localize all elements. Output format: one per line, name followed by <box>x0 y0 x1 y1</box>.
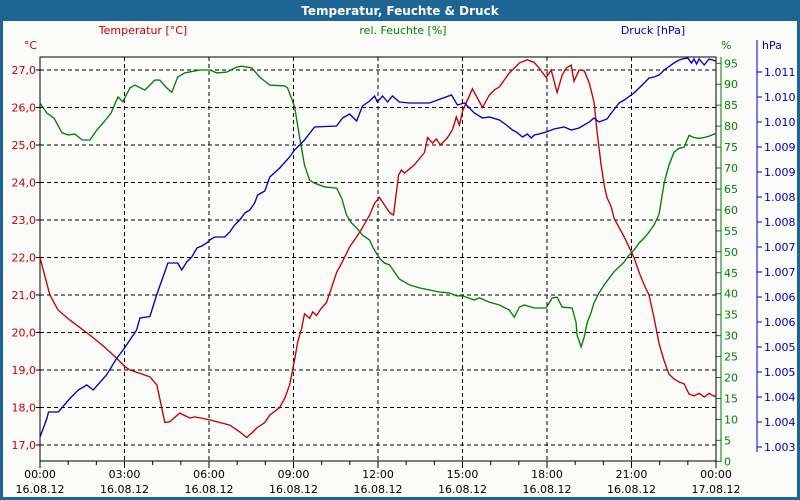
x-axis-time-label: 00:00 <box>24 468 56 481</box>
humidity-axis-label: 5 <box>724 434 731 447</box>
pressure-axis-label: 1.008 <box>764 216 796 229</box>
humidity-axis-label: 25 <box>724 351 738 364</box>
x-axis-date-label: 17.08.12 <box>692 483 741 496</box>
humidity-axis-label: 95 <box>724 57 738 70</box>
x-axis-date-label: 16.08.12 <box>185 483 234 496</box>
temp-axis-unit: °C <box>24 39 38 52</box>
humidity-axis-label: 15 <box>724 392 738 405</box>
humidity-axis-label: 35 <box>724 309 738 322</box>
temp-axis-label: 21,0 <box>12 289 37 302</box>
pressure-axis-label: 1.007 <box>764 266 796 279</box>
x-axis-time-label: 15:00 <box>447 468 479 481</box>
humidity-axis-label: 55 <box>724 225 738 238</box>
pressure-axis-unit: hPa <box>762 39 782 52</box>
series-feuchte-line <box>39 65 717 350</box>
x-axis-time-label: 21:00 <box>616 468 648 481</box>
humidity-axis-label: 80 <box>724 120 738 133</box>
x-axis-time-label: 03:00 <box>109 468 141 481</box>
pressure-axis-label: 1.006 <box>764 316 796 329</box>
x-axis-date-label: 16.08.12 <box>16 483 65 496</box>
pressure-axis-label: 1.007 <box>764 241 796 254</box>
series-temperatur-line <box>39 59 717 439</box>
legend-temperatur: Temperatur [°C] <box>98 24 188 37</box>
temp-axis-label: 20,0 <box>12 327 37 340</box>
pressure-axis-label: 1.010 <box>764 116 796 129</box>
pressure-axis-label: 1.010 <box>764 91 796 104</box>
x-axis-date-label: 16.08.12 <box>269 483 318 496</box>
pressure-axis-label: 1.004 <box>764 416 796 429</box>
x-axis-date-label: 16.08.12 <box>607 483 656 496</box>
pressure-axis-label: 1.006 <box>764 291 796 304</box>
window-title: Temperatur, Feuchte & Druck <box>301 4 499 18</box>
humidity-axis-label: 70 <box>724 162 738 175</box>
humidity-axis-unit: % <box>721 39 731 52</box>
x-axis-date-label: 16.08.12 <box>523 483 572 496</box>
x-axis-date-label: 16.08.12 <box>438 483 487 496</box>
x-axis-time-label: 12:00 <box>362 468 394 481</box>
pressure-axis-label: 1.005 <box>764 341 796 354</box>
humidity-axis-label: 60 <box>724 204 738 217</box>
humidity-axis-label: 45 <box>724 267 738 280</box>
x-axis-time-label: 09:00 <box>278 468 310 481</box>
title-bar: Temperatur, Feuchte & Druck <box>3 3 797 21</box>
pressure-axis-label: 1.003 <box>764 441 796 454</box>
humidity-axis-label: 20 <box>724 372 738 385</box>
humidity-axis-label: 65 <box>724 183 738 196</box>
temp-axis-label: 23,0 <box>12 214 37 227</box>
humidity-axis-label: 50 <box>724 246 738 259</box>
x-axis-time-label: 00:00 <box>700 468 732 481</box>
temp-axis-label: 26,0 <box>12 102 37 115</box>
temp-axis-label: 27,0 <box>12 64 37 77</box>
x-axis-time-label: 06:00 <box>193 468 225 481</box>
series-druck-line <box>39 57 717 438</box>
humidity-axis-label: 40 <box>724 288 738 301</box>
humidity-axis-label: 10 <box>724 413 738 426</box>
temp-axis-label: 25,0 <box>12 139 37 152</box>
pressure-axis-label: 1.009 <box>764 166 796 179</box>
legend-druck: Druck [hPa] <box>620 24 686 37</box>
pressure-axis-label: 1.008 <box>764 191 796 204</box>
humidity-axis-label: 0 <box>724 455 731 468</box>
temp-axis-label: 22,0 <box>12 252 37 265</box>
temp-axis-label: 24,0 <box>12 177 37 190</box>
legend-rel-feuchte: rel. Feuchte [%] <box>359 24 447 37</box>
pressure-axis-label: 1.004 <box>764 391 796 404</box>
humidity-axis-label: 30 <box>724 330 738 343</box>
humidity-axis-label: 85 <box>724 99 738 112</box>
pressure-axis-label: 1.005 <box>764 366 796 379</box>
temp-axis-label: 17,0 <box>12 439 37 452</box>
humidity-axis-label: 90 <box>724 78 738 91</box>
temp-axis-label: 19,0 <box>12 364 37 377</box>
pressure-axis-label: 1.009 <box>764 141 796 154</box>
pressure-axis-label: 1.011 <box>764 66 796 79</box>
temp-axis-label: 18,0 <box>12 402 37 415</box>
x-axis-date-label: 16.08.12 <box>354 483 403 496</box>
x-axis-time-label: 18:00 <box>531 468 563 481</box>
x-axis-date-label: 16.08.12 <box>100 483 149 496</box>
humidity-axis-label: 75 <box>724 141 738 154</box>
